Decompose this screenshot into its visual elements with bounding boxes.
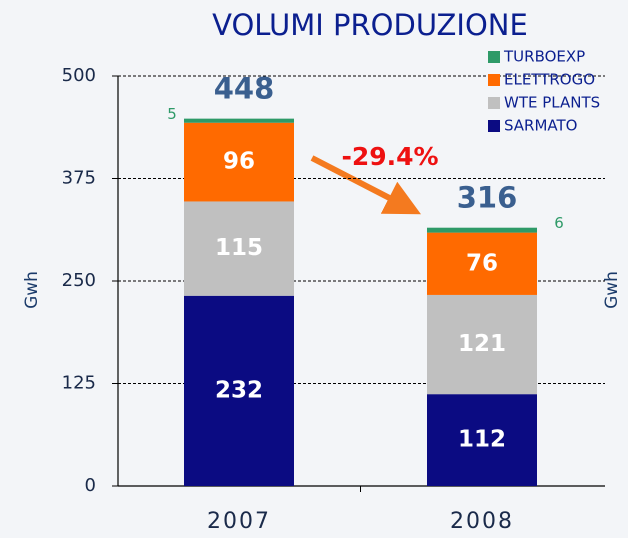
legend-swatch xyxy=(488,74,500,86)
bar-segment xyxy=(427,394,537,486)
total-label: 448 xyxy=(214,72,275,106)
bar-segment xyxy=(184,118,294,123)
bar-segment xyxy=(184,295,294,486)
legend-label: SARMATO xyxy=(504,117,578,135)
y-axis-label: Gwh xyxy=(22,271,42,309)
chart-title: VOLUMI PRODUZIONE xyxy=(212,8,528,42)
legend-label: ELETTROGO xyxy=(504,71,595,89)
total-label: 316 xyxy=(457,181,518,215)
y-tick-label: 250 xyxy=(62,270,96,291)
data-label: 115 xyxy=(215,235,263,261)
data-label: 232 xyxy=(215,377,263,403)
y-tick-label: 375 xyxy=(62,168,96,189)
legend-label: WTE PLANTS xyxy=(504,94,600,112)
x-tick-label: 2008 xyxy=(450,509,514,534)
bar-segment xyxy=(427,227,537,233)
data-label: 6 xyxy=(554,214,564,232)
annotation: -29.4% xyxy=(341,142,438,171)
legend-label: TURBOEXP xyxy=(503,48,585,66)
y2-axis-label: Gwh xyxy=(602,271,622,309)
data-label: 112 xyxy=(458,427,506,453)
legend-swatch xyxy=(488,51,500,63)
y-tick-label: 0 xyxy=(85,475,96,496)
legend-swatch xyxy=(488,120,500,132)
data-label: 96 xyxy=(223,149,255,175)
y-tick-label: 500 xyxy=(62,65,96,86)
bar-segment xyxy=(184,201,294,296)
legend-swatch xyxy=(488,97,500,109)
data-label: 5 xyxy=(167,105,177,123)
y-tick-label: 125 xyxy=(62,373,96,394)
data-label: 121 xyxy=(458,331,506,357)
bar-segment xyxy=(427,232,537,295)
bar-segment xyxy=(184,122,294,202)
x-tick-label: 2007 xyxy=(207,509,271,534)
trend-arrow xyxy=(310,155,421,215)
data-label: 76 xyxy=(466,250,498,276)
bar-segment xyxy=(427,294,537,395)
